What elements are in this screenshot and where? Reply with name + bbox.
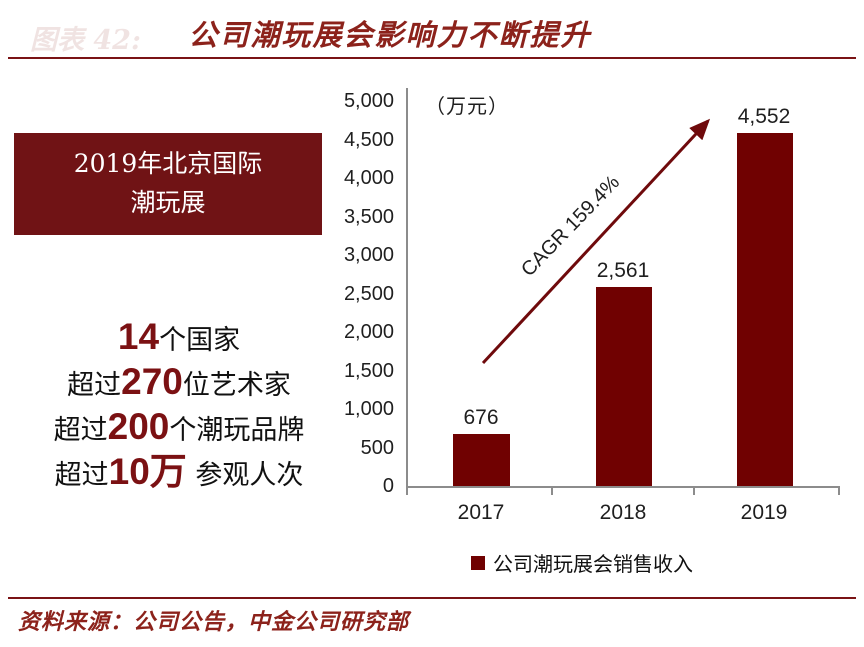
y-axis-tick-label: 3,000: [343, 244, 394, 266]
y-axis-tick-label: 1,500: [343, 360, 394, 382]
x-axis-line: [406, 486, 840, 488]
figure-title: 公司潮玩展会影响力不断提升: [188, 18, 592, 52]
highlight-box-line2: 潮玩展: [130, 188, 206, 217]
stat-number: 14: [117, 316, 160, 357]
x-axis-tick: [551, 488, 553, 495]
y-axis-tick-label: 500: [360, 437, 394, 459]
footer-divider: [8, 597, 856, 599]
y-axis-tick-label: 4,500: [343, 129, 394, 151]
stat-prefix: 超过: [54, 460, 109, 491]
stat-countries: 14个国家: [14, 314, 344, 359]
bar: [453, 434, 510, 486]
y-axis-tick-label: 2,000: [343, 321, 394, 343]
legend-swatch-icon: [471, 555, 485, 570]
stat-prefix: 超过: [53, 415, 108, 446]
x-axis-category-label: 2019: [740, 501, 788, 524]
stat-brands: 超过200个潮玩品牌: [14, 404, 344, 449]
bar-value-label: 4,552: [737, 105, 791, 128]
stat-number: 10万: [108, 451, 187, 492]
stat-number: 200: [107, 406, 170, 447]
stat-suffix: 位艺术家: [182, 370, 291, 401]
y-axis-line: [406, 88, 408, 488]
x-axis-category-label: 2017: [457, 501, 505, 524]
stat-suffix: 个国家: [159, 325, 241, 356]
x-axis-tick: [406, 488, 408, 495]
legend: 公司潮玩展会销售收入: [471, 548, 693, 577]
figure-number-watermark: 图表 42:: [30, 25, 141, 56]
y-axis-tick-label: 5,000: [343, 90, 394, 112]
highlight-box: 2019年北京国际 潮玩展: [14, 133, 322, 235]
y-axis-tick-label: 1,000: [343, 398, 394, 420]
source-note: 资料来源：公司公告，中金公司研究部: [18, 609, 410, 635]
bar: [737, 133, 793, 486]
bar: [596, 287, 652, 486]
exhibition-stats: 14个国家 超过270位艺术家 超过200个潮玩品牌 超过10万 参观人次: [14, 314, 344, 494]
stat-suffix: 参观人次: [186, 460, 304, 491]
stat-visitors: 超过10万 参观人次: [14, 449, 344, 494]
highlight-box-line1: 2019年北京国际: [73, 149, 263, 179]
y-axis-tick-label: 2,500: [343, 283, 394, 305]
x-axis-tick: [693, 488, 695, 495]
bar-value-label: 676: [463, 406, 499, 429]
y-axis-tick-label: 0: [382, 475, 394, 497]
stat-suffix: 个潮玩品牌: [169, 415, 305, 446]
legend-label: 公司潮玩展会销售收入: [493, 552, 693, 576]
y-axis-tick-label: 3,500: [343, 206, 394, 228]
axis-unit-label: （万元）: [425, 94, 509, 118]
y-axis-tick-label: 4,000: [343, 167, 394, 189]
stat-prefix: 超过: [67, 370, 122, 401]
bar-value-label: 2,561: [596, 259, 650, 282]
title-divider: [8, 57, 856, 59]
stat-artists: 超过270位艺术家: [14, 359, 344, 404]
stat-number: 270: [121, 361, 183, 402]
x-axis-tick: [838, 488, 840, 495]
x-axis-category-label: 2018: [599, 501, 647, 524]
growth-arrow: [481, 118, 711, 365]
